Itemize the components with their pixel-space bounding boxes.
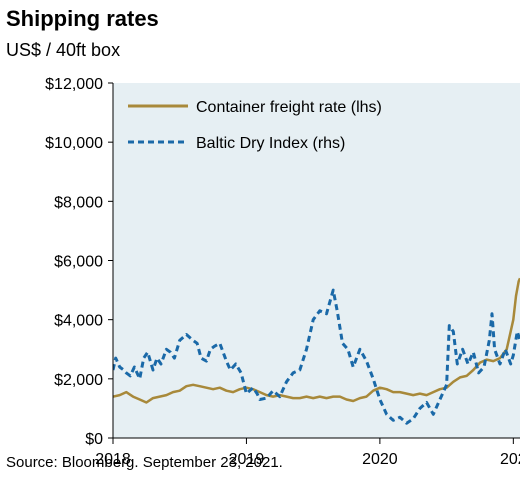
y-tick-label: $6,000 [54,254,103,271]
y-tick-label: $12,000 [45,76,103,93]
legend: Container freight rate (lhs) Baltic Dry I… [128,99,382,152]
chart-subtitle: US$ / 40ft box [6,40,121,60]
y-tick-label: $4,000 [54,313,103,330]
y-tick-label: $0 [85,431,103,448]
x-tick-label: 202 [500,451,520,468]
y-tick-label: $2,000 [54,372,103,389]
series-line-baltic-dry [113,288,520,425]
series-lines [113,277,520,425]
series-line-container-freight [113,277,520,404]
y-axis-ticks: $0 $2,000 $4,000 $6,000 $8,000 $10,000 $12,000 [45,76,113,448]
source-note: Source: Bloomberg. September 23, 2021. [6,454,283,471]
legend-label: Baltic Dry Index (rhs) [196,135,345,152]
chart-title: Shipping rates [6,6,159,31]
x-tick-label: 2020 [362,451,398,468]
y-tick-label: $10,000 [45,135,103,152]
y-tick-label: $8,000 [54,194,103,211]
x-axis-ticks: 2018 2019 2020 202 [95,438,520,468]
x-tick-label: 2019 [229,451,265,468]
legend-label: Container freight rate (lhs) [196,99,382,116]
x-tick-label: 2018 [95,451,131,468]
